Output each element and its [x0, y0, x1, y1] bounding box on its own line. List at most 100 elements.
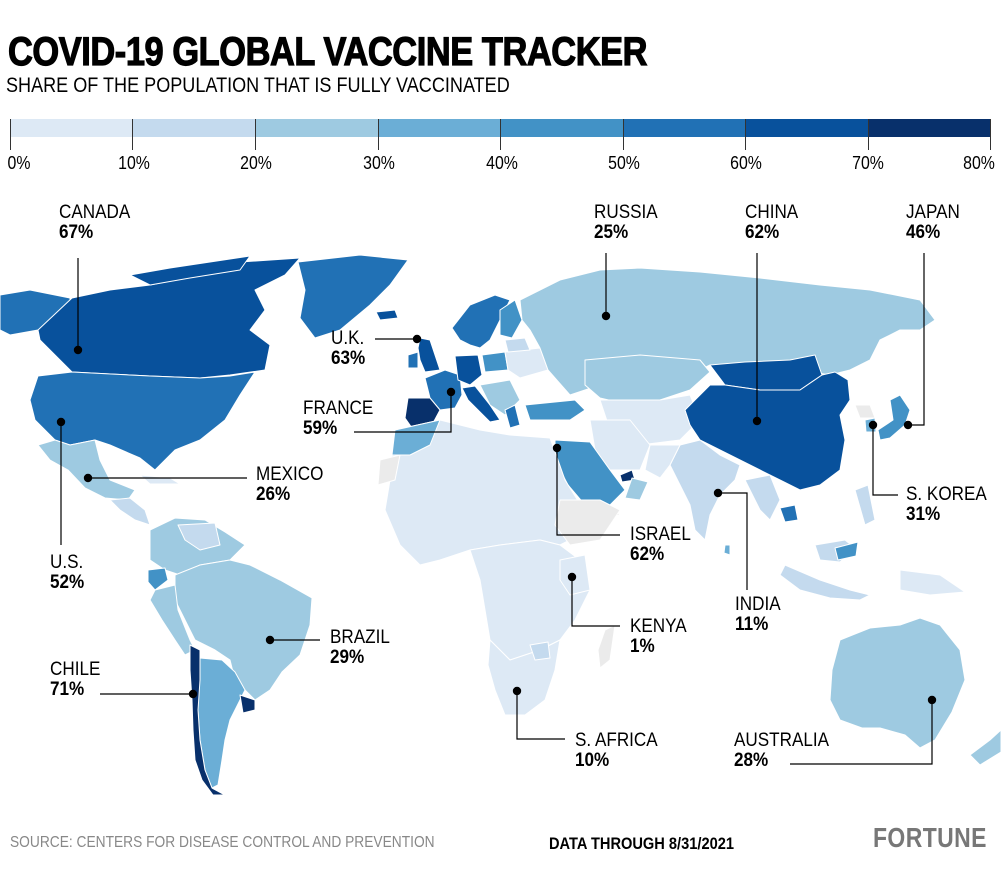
region-sri-lanka	[723, 544, 731, 556]
region-china	[684, 371, 851, 491]
callout-name: RUSSIA	[594, 202, 658, 223]
callout-chile: CHILE 71%	[50, 660, 106, 700]
legend-tick-label: 40%	[486, 153, 518, 173]
region-ecuador	[147, 567, 169, 591]
legend-bin-6	[745, 119, 869, 137]
region-horn-of-africa	[554, 499, 621, 546]
region-zimbabwe	[529, 641, 551, 661]
region-belarus	[504, 337, 531, 353]
region-philippines	[854, 484, 876, 526]
legend-tick-label: 30%	[363, 153, 395, 173]
callout-name: CANADA	[59, 202, 131, 223]
region-ireland	[407, 351, 419, 369]
region-ukraine	[504, 347, 549, 379]
callout-name: KENYA	[630, 616, 687, 637]
callout-name: JAPAN	[906, 202, 960, 223]
callout-us: U.S. 52%	[50, 553, 88, 593]
region-canada-arctic	[129, 255, 251, 286]
callout-s-africa: S. AFRICA 10%	[575, 731, 667, 771]
legend-bin-1	[132, 119, 256, 137]
region-malaysia-borneo	[834, 541, 859, 561]
region-kazakhstan	[584, 354, 711, 406]
legend-tick-label: 70%	[852, 153, 884, 173]
callout-pct: 11%	[735, 613, 769, 635]
color-legend	[10, 119, 991, 137]
callout-kenya: KENYA 1%	[630, 617, 693, 657]
callout-japan: JAPAN 46%	[906, 203, 966, 243]
legend-tick-label: 10%	[118, 153, 150, 173]
region-poland	[481, 351, 509, 373]
callout-name: U.K.	[331, 328, 365, 349]
data-date-note: DATA THROUGH 8/31/2021	[549, 834, 734, 853]
callout-france: FRANCE 59%	[303, 399, 381, 439]
legend-tick	[745, 119, 746, 150]
callout-pct: 62%	[745, 221, 780, 243]
legend-tick	[378, 119, 379, 150]
region-central-america	[109, 497, 151, 526]
callout-pct: 63%	[331, 347, 366, 369]
callout-name: INDIA	[735, 594, 781, 615]
callout-mexico: MEXICO 26%	[256, 465, 331, 505]
callout-pct: 67%	[59, 221, 94, 243]
region-japan	[877, 394, 911, 441]
region-finland	[499, 299, 523, 339]
legend-bin-3	[377, 119, 501, 137]
region-morocco	[391, 419, 441, 456]
callout-pct: 26%	[256, 483, 291, 505]
legend-tick-label: 80%	[963, 153, 995, 173]
callout-pct: 71%	[50, 678, 85, 700]
callout-pct: 28%	[734, 749, 769, 771]
callout-name: CHINA	[745, 202, 799, 223]
legend-bin-5	[623, 119, 746, 137]
callout-brazil: BRAZIL 29%	[330, 628, 397, 668]
fortune-logo: FORTUNE	[873, 822, 987, 853]
leader-lines	[60, 253, 933, 765]
region-madagascar	[597, 624, 616, 669]
callout-s-korea: S. KOREA 31%	[906, 485, 996, 525]
region-western-sahara	[377, 454, 401, 486]
legend-ticks	[0, 119, 1001, 151]
region-mexico	[37, 439, 136, 501]
region-uruguay	[239, 694, 256, 714]
legend-bin-7	[868, 119, 991, 137]
legend-tick	[132, 119, 133, 150]
callout-pct: 25%	[594, 221, 629, 243]
legend-tick-label: 50%	[608, 153, 640, 173]
callout-dots	[56, 311, 937, 705]
chart-subtitle: SHARE OF THE POPULATION THAT IS FULLY VA…	[6, 74, 510, 97]
region-new-zealand	[969, 729, 1001, 766]
callout-israel: ISRAEL 62%	[630, 525, 698, 565]
region-myanmar-thailand	[744, 474, 781, 521]
callout-name: ISRAEL	[630, 524, 691, 545]
region-pakistan	[644, 444, 681, 479]
callout-pct: 29%	[330, 646, 365, 668]
callout-canada: CANADA 67%	[59, 203, 138, 243]
legend-tick-label: 60%	[730, 153, 762, 173]
region-oman	[624, 477, 649, 501]
callout-name: AUSTRALIA	[734, 730, 830, 751]
legend-tick	[990, 119, 991, 150]
callout-name: S. KOREA	[906, 484, 987, 505]
callout-pct: 31%	[906, 503, 941, 525]
region-norway-sweden	[451, 294, 511, 349]
region-turkey	[524, 399, 586, 421]
callout-pct: 10%	[575, 749, 610, 771]
callout-pct: 46%	[906, 221, 941, 243]
source-note: SOURCE: CENTERS FOR DISEASE CONTROL AND …	[10, 834, 435, 851]
region-iceland	[375, 309, 399, 321]
callout-name: BRAZIL	[330, 627, 390, 648]
legend-tick	[500, 119, 501, 150]
callout-india: INDIA 11%	[735, 595, 786, 635]
callout-uk: U.K. 63%	[331, 329, 369, 369]
legend-tick	[255, 119, 256, 150]
legend-bin-2	[255, 119, 378, 137]
region-papua	[899, 569, 966, 596]
region-cambodia	[779, 504, 799, 523]
callout-name: CHILE	[50, 659, 101, 680]
chart-title: COVID-19 GLOBAL VACCINE TRACKER	[7, 29, 648, 74]
region-north-korea	[854, 404, 876, 419]
callout-name: FRANCE	[303, 398, 374, 419]
region-italy	[461, 385, 501, 423]
region-india	[669, 439, 741, 541]
world-map	[0, 253, 1001, 796]
